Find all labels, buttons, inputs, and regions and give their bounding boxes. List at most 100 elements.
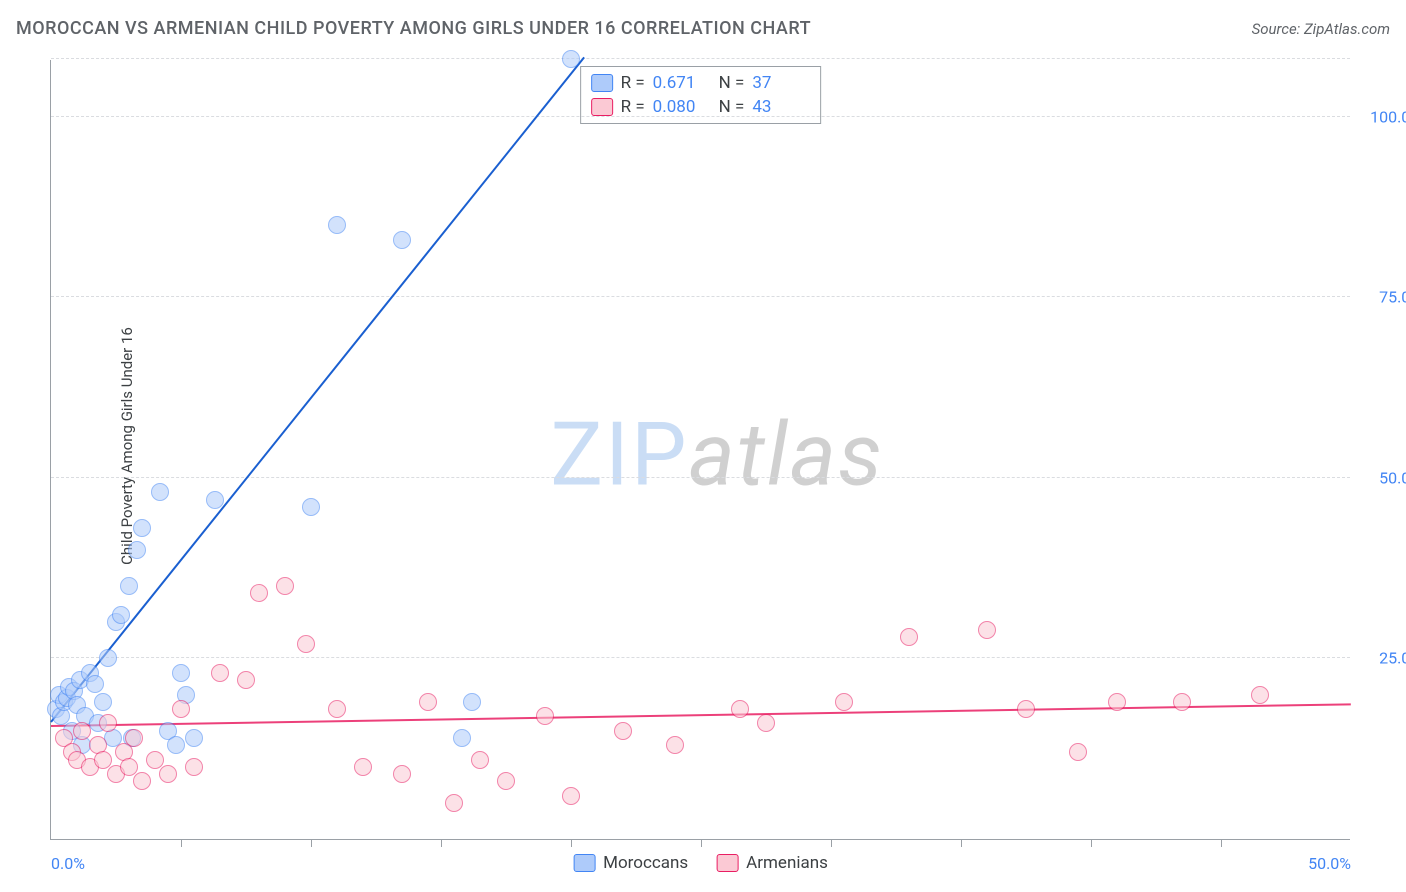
data-point <box>151 483 169 501</box>
data-point <box>211 664 229 682</box>
data-point <box>900 628 918 646</box>
legend-label-moroccans: Moroccans <box>603 853 688 873</box>
scatter-plot-area: ZIPatlas R = 0.671 N = 37 R = 0.080 N = … <box>50 60 1350 840</box>
watermark-atlas: atlas <box>688 403 884 506</box>
data-point <box>172 664 190 682</box>
x-tick <box>571 839 572 847</box>
data-point <box>172 700 190 718</box>
data-point <box>94 751 112 769</box>
data-point <box>393 765 411 783</box>
data-point <box>471 751 489 769</box>
data-point <box>94 693 112 711</box>
data-point <box>562 50 580 68</box>
x-tick <box>311 839 312 847</box>
data-point <box>463 693 481 711</box>
gridline <box>51 116 1350 117</box>
data-point <box>86 675 104 693</box>
data-point <box>167 736 185 754</box>
data-point <box>328 216 346 234</box>
x-tick <box>961 839 962 847</box>
legend-label-armenians: Armenians <box>746 853 828 873</box>
data-point <box>536 707 554 725</box>
swatch-armenians <box>591 98 613 116</box>
data-point <box>159 765 177 783</box>
data-point <box>666 736 684 754</box>
data-point <box>250 584 268 602</box>
data-point <box>99 714 117 732</box>
data-point <box>125 729 143 747</box>
source-name: ZipAtlas.com <box>1304 20 1390 38</box>
data-point <box>133 519 151 537</box>
legend-row-moroccans: R = 0.671 N = 37 <box>591 71 811 95</box>
data-point <box>562 787 580 805</box>
swatch-armenians <box>716 854 738 872</box>
source-attribution: Source: ZipAtlas.com <box>1252 20 1390 38</box>
chart-header: MOROCCAN VS ARMENIAN CHILD POVERTY AMONG… <box>16 18 1390 39</box>
watermark-zip: ZIP <box>550 403 688 506</box>
series-legend: Moroccans Armenians <box>573 853 828 873</box>
n-label: N = <box>719 73 745 93</box>
chart-title: MOROCCAN VS ARMENIAN CHILD POVERTY AMONG… <box>16 18 811 39</box>
r-value-armenians: 0.080 <box>653 97 711 117</box>
data-point <box>276 577 294 595</box>
data-point <box>731 700 749 718</box>
data-point <box>206 491 224 509</box>
data-point <box>120 758 138 776</box>
data-point <box>1069 743 1087 761</box>
gridline <box>51 296 1350 297</box>
x-tick <box>831 839 832 847</box>
data-point <box>297 635 315 653</box>
data-point <box>99 649 117 667</box>
y-tick-label: 50.0% <box>1358 468 1406 487</box>
data-point <box>1017 700 1035 718</box>
n-label: N = <box>719 97 745 117</box>
n-value-armenians: 43 <box>752 97 810 117</box>
data-point <box>453 729 471 747</box>
watermark: ZIPatlas <box>550 403 884 506</box>
data-point <box>978 621 996 639</box>
data-point <box>73 722 91 740</box>
data-point <box>354 758 372 776</box>
x-tick-label: 0.0% <box>51 854 85 873</box>
data-point <box>302 498 320 516</box>
data-point <box>757 714 775 732</box>
data-point <box>614 722 632 740</box>
data-point <box>128 541 146 559</box>
y-tick-label: 75.0% <box>1358 288 1406 307</box>
n-value-moroccans: 37 <box>752 73 810 93</box>
data-point <box>146 751 164 769</box>
r-value-moroccans: 0.671 <box>653 73 711 93</box>
data-point <box>393 231 411 249</box>
data-point <box>1251 686 1269 704</box>
trend-line <box>50 57 585 723</box>
data-point <box>185 729 203 747</box>
data-point <box>112 606 130 624</box>
data-point <box>1173 693 1191 711</box>
x-tick <box>441 839 442 847</box>
data-point <box>185 758 203 776</box>
source-label: Source: <box>1252 20 1304 38</box>
x-tick <box>701 839 702 847</box>
swatch-moroccans <box>591 74 613 92</box>
gridline <box>51 58 1350 59</box>
y-tick-label: 25.0% <box>1358 649 1406 668</box>
data-point <box>497 772 515 790</box>
data-point <box>237 671 255 689</box>
data-point <box>445 794 463 812</box>
data-point <box>835 693 853 711</box>
legend-item-armenians: Armenians <box>716 853 828 873</box>
data-point <box>1108 693 1126 711</box>
data-point <box>419 693 437 711</box>
r-label: R = <box>621 97 645 117</box>
r-label: R = <box>621 73 645 93</box>
x-tick <box>181 839 182 847</box>
data-point <box>133 772 151 790</box>
data-point <box>120 577 138 595</box>
legend-item-moroccans: Moroccans <box>573 853 688 873</box>
y-tick-label: 100.0% <box>1358 107 1406 126</box>
x-tick <box>1091 839 1092 847</box>
swatch-moroccans <box>573 854 595 872</box>
x-tick-label: 50.0% <box>1308 854 1351 873</box>
data-point <box>328 700 346 718</box>
trend-line <box>51 703 1351 727</box>
